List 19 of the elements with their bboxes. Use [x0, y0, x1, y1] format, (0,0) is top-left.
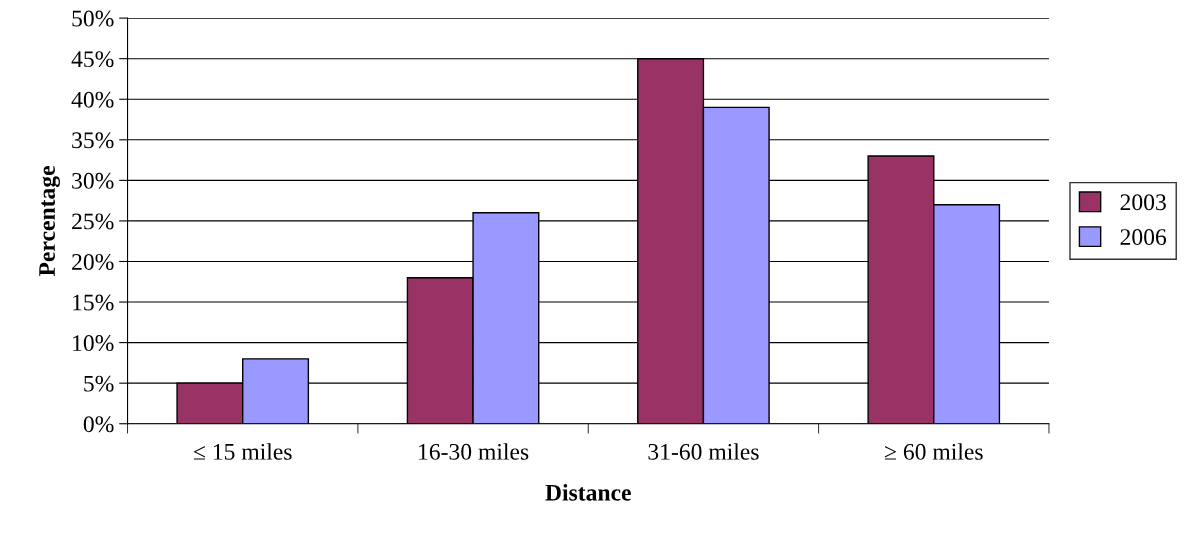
legend-label: 2006	[1120, 229, 1167, 246]
y-tick-label: 20%	[72, 253, 114, 270]
y-tick-label: 50%	[72, 10, 114, 27]
y-tick-label: 0%	[83, 416, 114, 433]
y-tick-label: 30%	[72, 172, 114, 189]
y-tick-label: 25%	[72, 213, 114, 230]
y-tick-label: 45%	[71, 51, 114, 68]
legend-label: 2003	[1120, 194, 1166, 211]
x-tick-label: 31-60 miles	[648, 443, 759, 460]
y-tick-label: 15%	[73, 294, 114, 311]
x-tick-label: ≥ 60 miles	[884, 443, 983, 460]
x-tick-label: 16-30 miles	[419, 443, 529, 460]
x-axis-title: Distance	[545, 484, 631, 501]
y-tick-label: 35%	[72, 132, 114, 149]
y-tick-label: 10%	[73, 335, 114, 352]
y-axis-title: Percentage	[39, 166, 60, 277]
y-tick-label: 5%	[84, 375, 114, 392]
y-tick-label: 40%	[71, 91, 114, 108]
x-tick-label: ≤ 15 miles	[193, 443, 292, 460]
